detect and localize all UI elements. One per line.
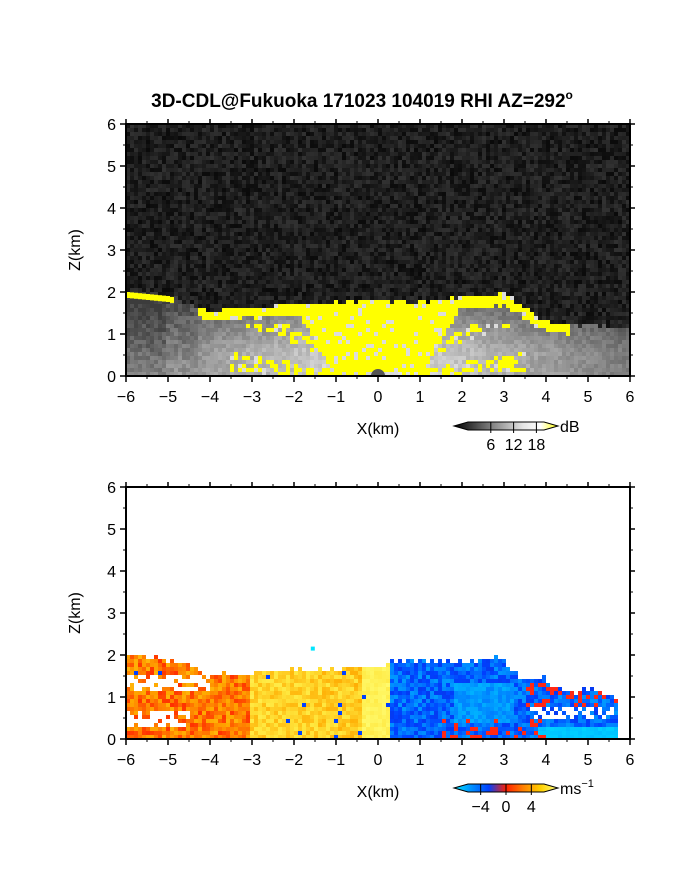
x-tick-label: 3	[500, 389, 509, 406]
colorbar-tick-label: 18	[528, 437, 546, 454]
y-tick-label: 2	[107, 648, 116, 665]
y-tick-label: 3	[107, 243, 116, 260]
y-tick-label: 0	[107, 732, 116, 749]
x-tick-label: 2	[458, 752, 467, 769]
x-tick-label: 2	[458, 389, 467, 406]
x-tick-label: −4	[201, 389, 219, 406]
heatmap-cells	[126, 124, 630, 376]
x-tick-label: 1	[416, 752, 425, 769]
x-tick-label: −3	[243, 389, 261, 406]
colorbar-tick-label: −4	[472, 799, 490, 816]
colorbar-tick-label: 4	[527, 799, 536, 816]
x-tick-label: 6	[626, 752, 635, 769]
x-tick-label: 4	[542, 389, 551, 406]
y-tick-label: 0	[107, 369, 116, 386]
x-tick-label: 5	[584, 752, 593, 769]
x-tick-label: 5	[584, 389, 593, 406]
y-tick-label: 6	[107, 480, 116, 497]
colorbar	[452, 421, 560, 431]
y-axis-label: Z(km)	[67, 592, 84, 634]
colorbar-tick-label: 12	[505, 437, 523, 454]
y-tick-label: 6	[107, 117, 116, 134]
x-tick-label: −1	[327, 389, 345, 406]
x-tick-label: −4	[201, 752, 219, 769]
x-tick-label: 0	[374, 389, 383, 406]
x-tick-label: −2	[285, 752, 303, 769]
x-tick-label: 6	[626, 389, 635, 406]
x-tick-label: −2	[285, 389, 303, 406]
x-tick-label: 3	[500, 752, 509, 769]
y-tick-label: 5	[107, 522, 116, 539]
x-tick-label: 4	[542, 752, 551, 769]
heatmap-cells	[126, 487, 630, 739]
x-axis-label: X(km)	[357, 421, 400, 438]
y-tick-label: 5	[107, 159, 116, 176]
y-tick-label: 1	[107, 327, 116, 344]
x-tick-label: −5	[159, 389, 177, 406]
isolated-echo	[310, 646, 315, 651]
radar-origin-marker	[371, 369, 385, 376]
y-tick-label: 4	[107, 201, 116, 218]
colorbar-tick-label: 0	[502, 799, 511, 816]
colorbar-unit: ms−1	[560, 778, 594, 798]
x-tick-label: −5	[159, 752, 177, 769]
x-tick-label: 0	[374, 752, 383, 769]
x-tick-label: −6	[117, 752, 135, 769]
y-tick-label: 4	[107, 564, 116, 581]
y-axis-label: Z(km)	[67, 229, 84, 271]
x-tick-label: −3	[243, 752, 261, 769]
x-axis-label: X(km)	[357, 784, 400, 801]
colorbar-tick-label: 6	[486, 437, 495, 454]
y-tick-label: 2	[107, 285, 116, 302]
colorbar-unit: dB	[560, 419, 580, 436]
y-tick-label: 1	[107, 690, 116, 707]
chart-title: 3D-CDL@Fukuoka 171023 104019 RHI AZ=292o	[151, 88, 573, 112]
x-tick-label: −1	[327, 752, 345, 769]
y-tick-label: 3	[107, 606, 116, 623]
x-tick-label: 1	[416, 389, 425, 406]
x-tick-label: −6	[117, 389, 135, 406]
